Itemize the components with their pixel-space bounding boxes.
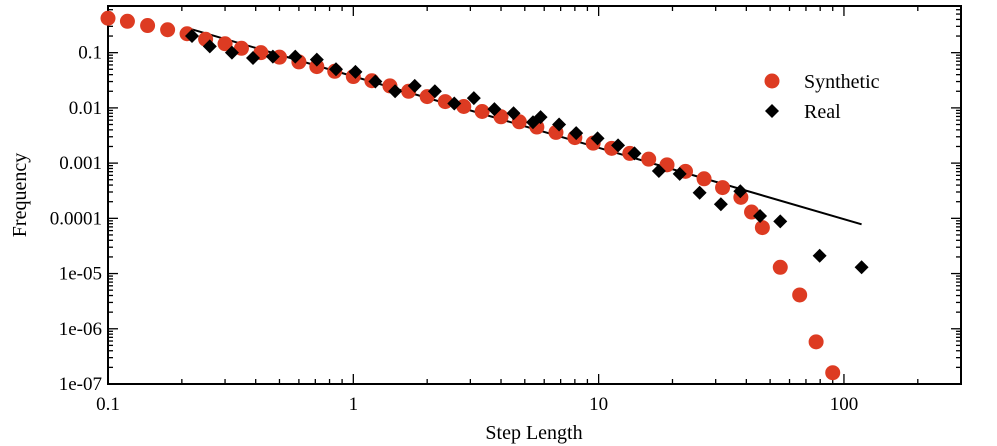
synthetic-point — [825, 365, 841, 381]
synthetic-point — [474, 104, 490, 120]
real-point — [733, 184, 748, 199]
real-point — [202, 39, 217, 54]
synthetic-point — [641, 151, 657, 167]
major-ticks — [107, 6, 961, 385]
synthetic-point — [160, 22, 176, 38]
legend-synthetic-marker — [764, 73, 780, 89]
real-point — [407, 78, 422, 93]
real-point — [348, 64, 363, 79]
y-tick-label: 0.01 — [69, 98, 102, 119]
synthetic-point — [754, 220, 770, 236]
y-tick-label: 0.0001 — [50, 208, 102, 229]
legend-label: Synthetic — [804, 71, 880, 93]
real-point — [506, 106, 521, 121]
x-tick-label: 0.1 — [96, 394, 120, 415]
real-point — [185, 29, 200, 44]
synthetic-point — [309, 59, 325, 75]
real-point — [569, 126, 584, 141]
real-point — [388, 84, 403, 99]
legend: Synthetic Real — [764, 71, 880, 123]
minor-ticks — [108, 5, 962, 384]
real-point — [487, 102, 502, 117]
synthetic-point — [140, 18, 156, 34]
x-tick-labels: 0.1 1 10 100 — [96, 394, 858, 415]
real-point — [611, 138, 626, 153]
x-axis-label: Step Length — [485, 422, 582, 444]
synthetic-point — [808, 334, 824, 350]
real-point — [368, 74, 383, 89]
synthetic-point — [772, 259, 788, 275]
legend-real-marker — [765, 104, 779, 118]
real-point — [245, 51, 260, 66]
real-point — [447, 96, 462, 111]
real-point — [812, 248, 827, 263]
plot-frame — [107, 5, 962, 385]
real-point — [427, 84, 442, 99]
real-point — [590, 131, 605, 146]
synthetic-point — [437, 94, 453, 110]
synthetic-point — [100, 10, 116, 26]
real-point — [309, 52, 324, 67]
data-points — [100, 10, 869, 381]
real-point — [224, 45, 239, 60]
real-point — [265, 49, 280, 64]
legend-label: Real — [804, 101, 841, 123]
synthetic-point — [217, 36, 233, 52]
real-point — [854, 260, 869, 275]
y-axis-label: Frequency — [9, 153, 31, 237]
y-tick-label: 1e-05 — [59, 264, 102, 285]
real-point — [288, 49, 303, 64]
y-tick-label: 1e-07 — [59, 374, 102, 395]
x-tick-label: 1 — [349, 394, 359, 415]
real-point — [651, 163, 666, 178]
y-tick-label: 0.1 — [78, 43, 102, 64]
real-point — [692, 185, 707, 200]
y-tick-labels: 1e-07 1e-06 1e-05 0.0001 0.001 0.01 0.1 — [50, 43, 102, 395]
real-point — [753, 209, 768, 224]
synthetic-point — [715, 180, 731, 196]
real-point — [466, 91, 481, 106]
real-point — [713, 197, 728, 212]
x-tick-label: 100 — [830, 394, 859, 415]
real-point — [672, 166, 687, 181]
real-point — [329, 62, 344, 77]
synthetic-point — [696, 171, 712, 187]
real-point — [773, 214, 788, 229]
y-tick-label: 0.001 — [59, 153, 102, 174]
synthetic-point — [792, 287, 808, 303]
y-tick-label: 1e-06 — [59, 319, 102, 340]
real-point — [627, 146, 642, 161]
x-tick-label: 10 — [589, 394, 608, 415]
real-point — [533, 110, 548, 125]
synthetic-point — [119, 13, 135, 29]
real-point — [552, 117, 567, 132]
